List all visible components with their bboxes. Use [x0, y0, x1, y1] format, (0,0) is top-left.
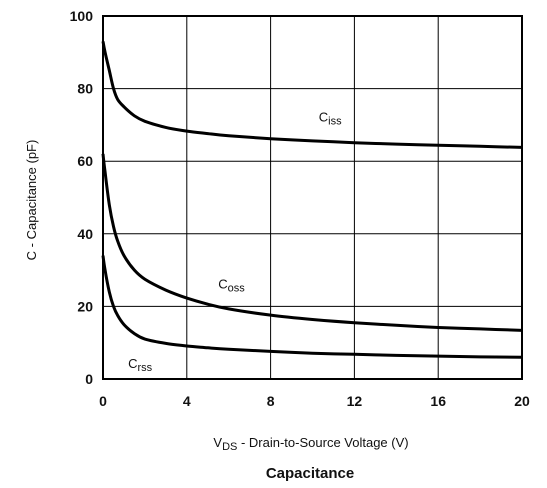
- chart-title: Capacitance: [266, 465, 354, 482]
- y-tick-labels: 0 20 40 60 80 100: [70, 8, 94, 387]
- y-axis-label: C - Capacitance (pF): [24, 140, 39, 261]
- x-axis-label-main: V: [213, 435, 222, 450]
- x-tick-label: 20: [514, 393, 530, 409]
- curves: [101, 41, 523, 359]
- y-tick-label: 0: [85, 371, 93, 387]
- series-line-oss: [101, 153, 523, 332]
- y-tick-label: 20: [77, 298, 93, 314]
- series-line-iss: [101, 41, 523, 149]
- y-tick-label: 60: [77, 153, 93, 169]
- x-axis-label: VDS - Drain-to-Source Voltage (V): [213, 435, 408, 453]
- series-label-rss: Crss: [128, 356, 153, 374]
- x-tick-label: 12: [347, 393, 363, 409]
- series-label-oss: Coss: [218, 276, 245, 294]
- series-label-iss: Ciss: [319, 109, 342, 127]
- x-axis-label-sub: DS: [222, 441, 237, 453]
- x-tick-labels: 0 4 8 12 16 20: [99, 393, 530, 409]
- x-tick-label: 0: [99, 393, 107, 409]
- x-tick-label: 4: [183, 393, 191, 409]
- plot-frame: [102, 15, 523, 380]
- x-tick-label: 8: [267, 393, 275, 409]
- x-axis-label-rest: - Drain-to-Source Voltage (V): [237, 435, 408, 450]
- series-line-rss: [101, 255, 523, 359]
- y-tick-label: 100: [70, 8, 94, 24]
- x-tick-label: 16: [430, 393, 446, 409]
- y-tick-label: 40: [77, 226, 93, 242]
- y-tick-label: 80: [77, 81, 93, 97]
- series-labels: Ciss Coss Crss: [128, 109, 342, 374]
- grid: [102, 15, 523, 380]
